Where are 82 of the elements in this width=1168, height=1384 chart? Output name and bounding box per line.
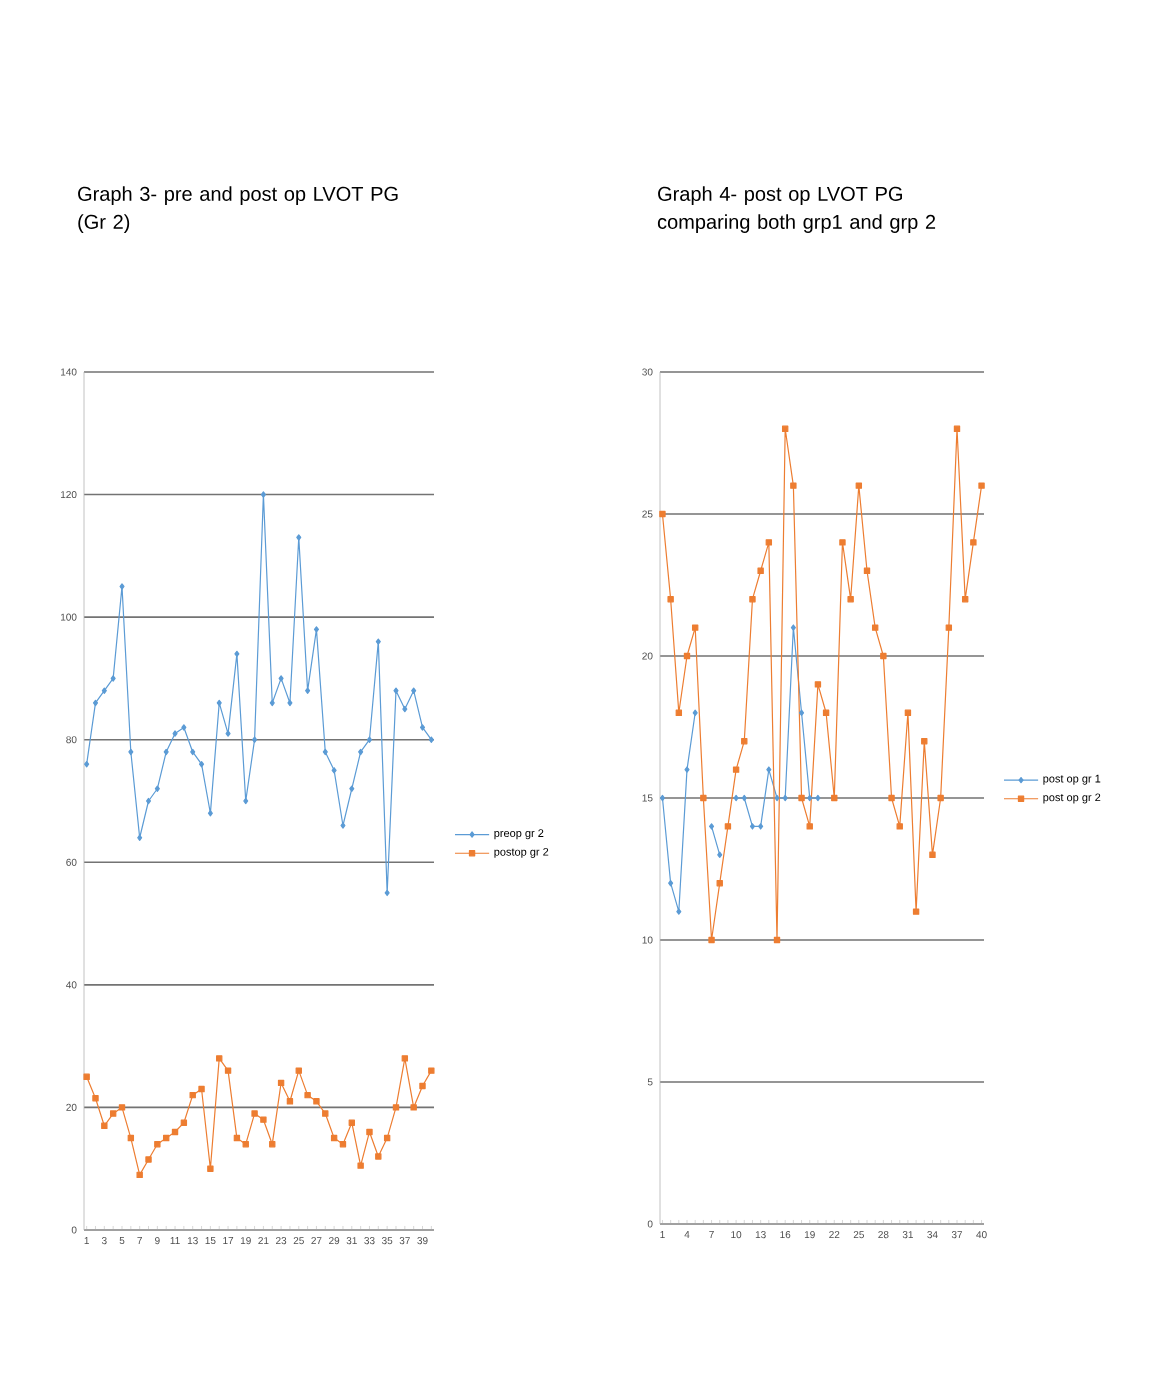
point xyxy=(366,1128,373,1136)
point xyxy=(822,709,830,716)
point xyxy=(781,425,789,432)
point xyxy=(937,794,944,802)
point xyxy=(83,1073,90,1080)
point xyxy=(357,1162,364,1169)
point xyxy=(198,1085,205,1093)
point xyxy=(847,595,854,603)
point xyxy=(888,794,895,802)
point xyxy=(109,1110,117,1117)
point xyxy=(749,595,756,603)
point xyxy=(101,1122,108,1130)
point xyxy=(953,425,961,432)
point xyxy=(216,1055,223,1062)
point xyxy=(189,1091,196,1099)
point xyxy=(392,1104,400,1111)
point xyxy=(716,879,723,887)
chart-title: Graph 3- pre and post op LVOT PG (Gr 2) xyxy=(78,186,398,233)
point xyxy=(322,1110,329,1117)
point xyxy=(145,1156,152,1163)
point xyxy=(127,1134,135,1142)
point xyxy=(978,482,985,489)
point xyxy=(970,539,977,546)
point xyxy=(798,794,805,802)
point xyxy=(683,652,691,660)
point xyxy=(136,1171,143,1179)
point xyxy=(667,595,674,603)
point xyxy=(295,1067,302,1074)
point xyxy=(118,1104,126,1111)
point xyxy=(904,709,912,716)
point xyxy=(773,936,781,944)
point xyxy=(708,936,715,944)
chart-title: Graph 4- post op LVOT PG comparing both grp1 and grp 2 xyxy=(657,186,936,233)
point xyxy=(313,1098,320,1105)
point xyxy=(224,1067,232,1074)
point xyxy=(304,1091,311,1099)
point xyxy=(163,1134,170,1142)
point xyxy=(855,482,863,489)
point xyxy=(286,1098,294,1105)
point xyxy=(339,1140,347,1148)
point xyxy=(700,794,707,802)
point xyxy=(945,624,953,631)
point xyxy=(171,1128,179,1136)
point xyxy=(180,1119,188,1126)
point xyxy=(330,1134,338,1142)
point xyxy=(863,567,871,574)
point xyxy=(154,1140,161,1148)
point xyxy=(724,823,732,830)
point xyxy=(269,1140,276,1148)
point xyxy=(806,823,813,830)
point xyxy=(242,1140,249,1148)
point xyxy=(428,1067,435,1074)
point xyxy=(260,1116,267,1123)
point xyxy=(871,624,879,631)
point xyxy=(207,1165,214,1172)
point xyxy=(419,1082,426,1090)
point xyxy=(659,510,666,518)
point xyxy=(880,652,887,660)
point xyxy=(233,1134,241,1142)
point xyxy=(757,567,764,574)
point xyxy=(401,1055,409,1062)
point xyxy=(251,1110,258,1117)
point xyxy=(92,1095,99,1102)
point xyxy=(929,851,936,858)
point xyxy=(831,794,838,802)
point xyxy=(741,737,748,745)
point xyxy=(732,766,740,773)
point xyxy=(814,681,822,688)
point xyxy=(375,1153,382,1160)
point xyxy=(675,709,683,716)
point xyxy=(691,624,699,631)
point xyxy=(839,539,846,546)
point xyxy=(961,595,969,603)
point xyxy=(921,737,928,745)
point xyxy=(348,1119,355,1126)
point xyxy=(790,482,797,489)
point xyxy=(277,1079,285,1087)
point xyxy=(765,539,773,546)
point xyxy=(896,823,903,830)
point xyxy=(383,1134,391,1142)
point xyxy=(912,908,920,915)
point xyxy=(410,1104,417,1111)
